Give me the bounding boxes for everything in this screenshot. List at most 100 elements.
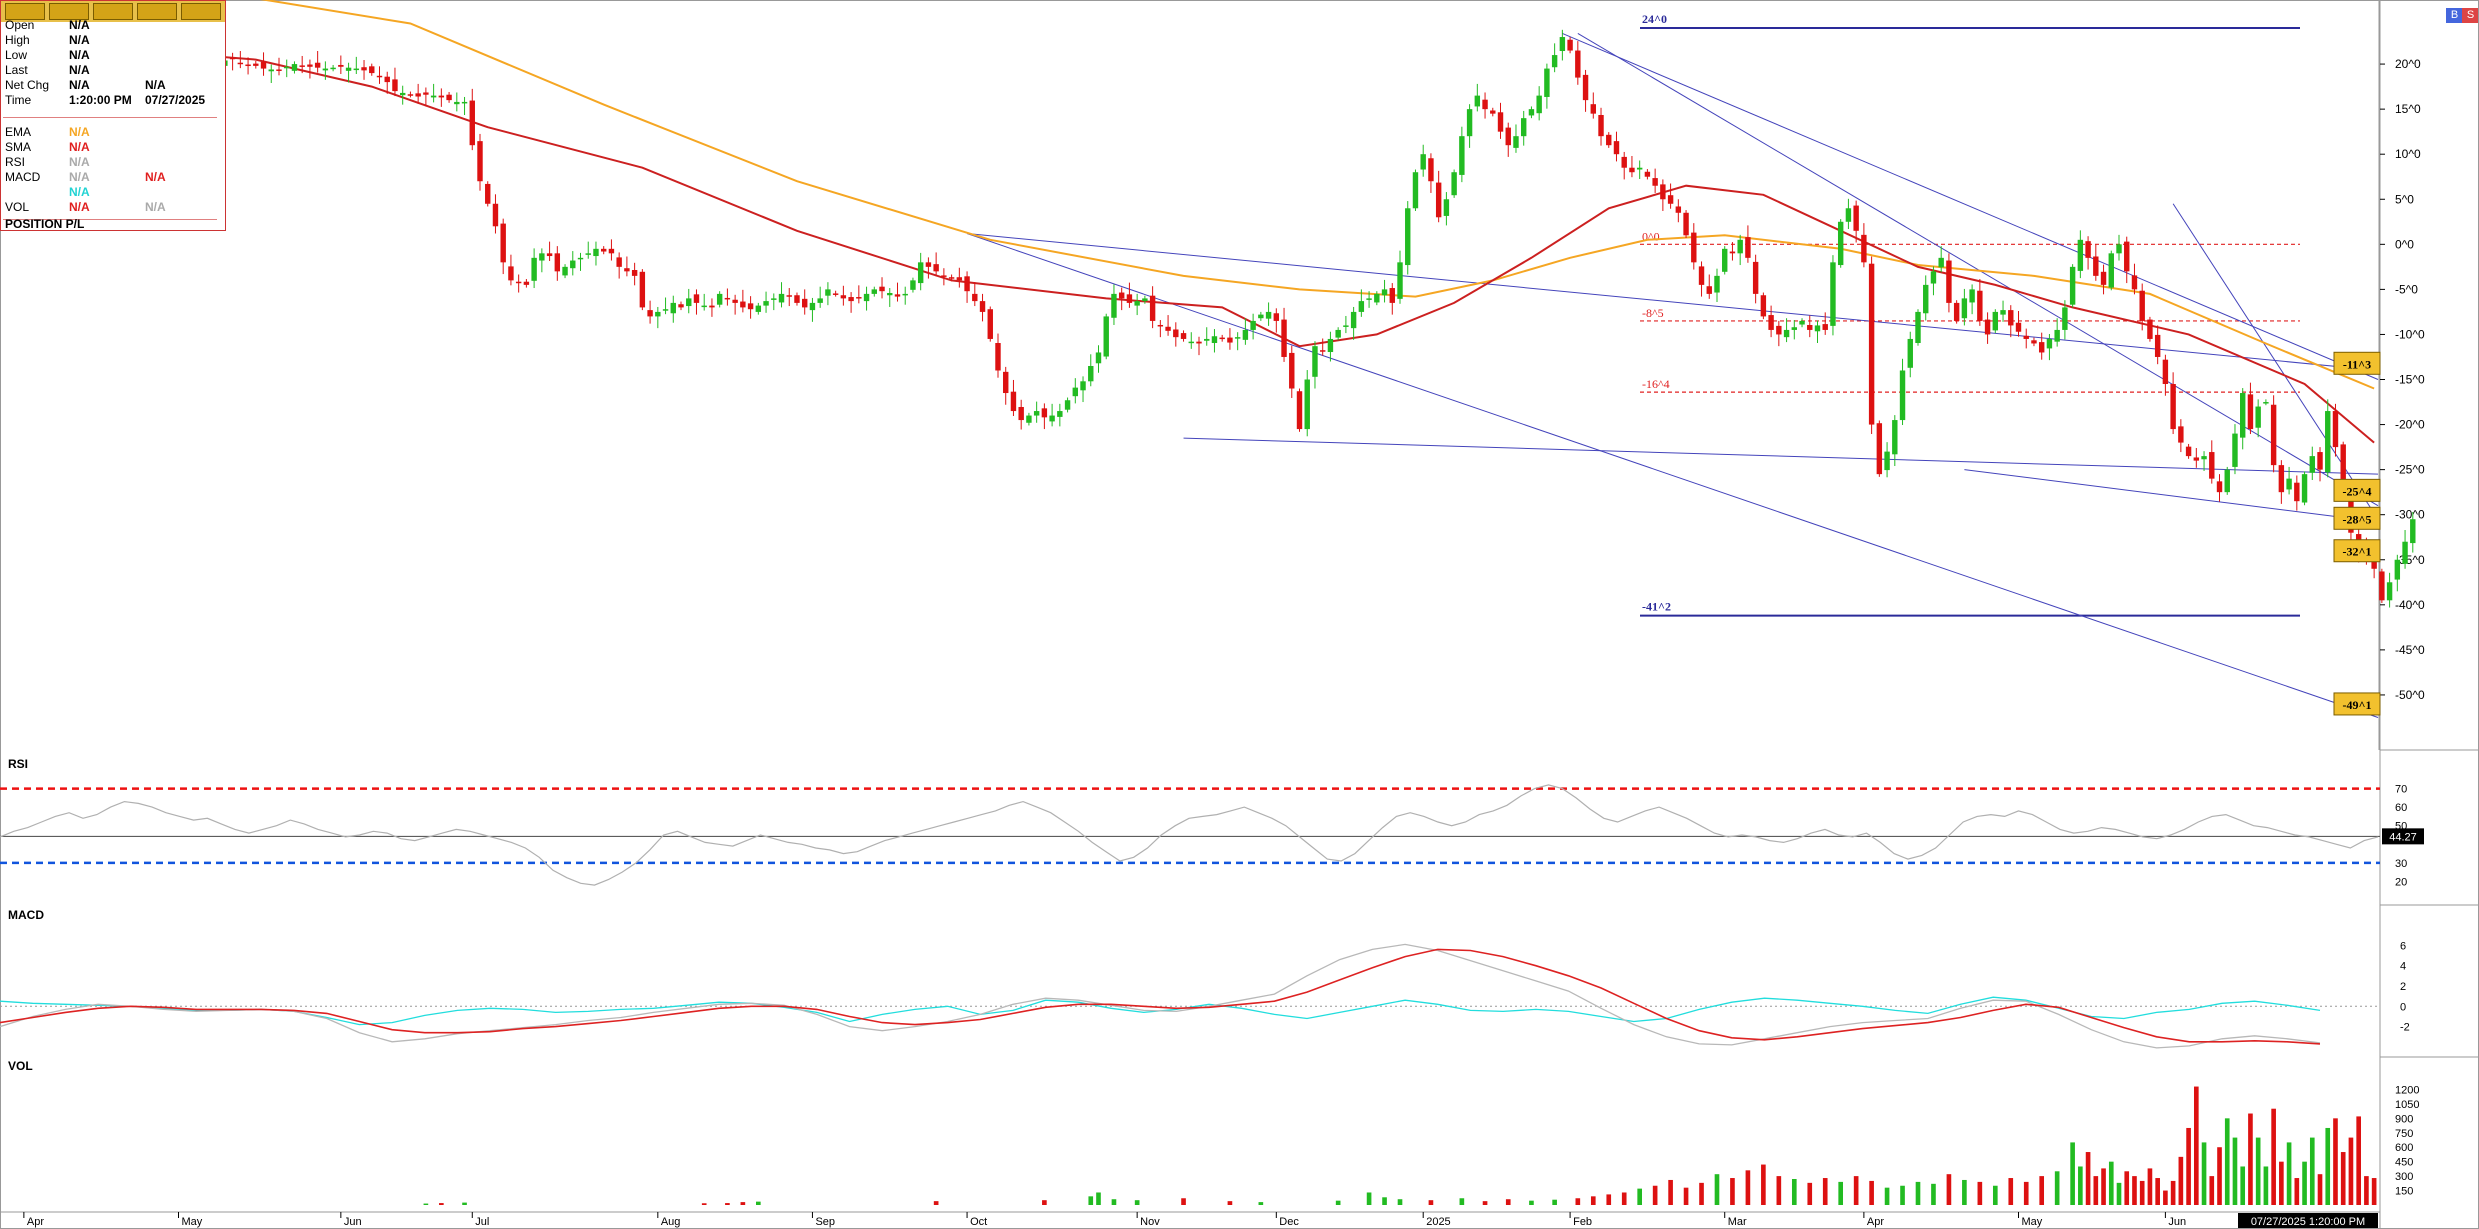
price-tag xyxy=(2333,506,2381,530)
volume-bar xyxy=(2139,1180,2145,1205)
candle-body xyxy=(1505,127,1511,146)
candle-body xyxy=(454,101,460,105)
volume-bar xyxy=(1869,1180,1874,1205)
candle-body xyxy=(593,248,599,257)
volume-bar xyxy=(1884,1187,1890,1205)
candle-body xyxy=(894,294,901,297)
volume-bar xyxy=(1807,1182,1813,1205)
candle-body xyxy=(1142,298,1148,302)
price-tick-label: 5^0 xyxy=(2395,192,2414,206)
info-row-label: EMA xyxy=(5,125,32,139)
info-row-value: N/A xyxy=(69,48,90,62)
candle-body xyxy=(817,298,823,303)
info-row-value2: N/A xyxy=(145,170,166,184)
volume-bar xyxy=(2232,1137,2238,1205)
candle-body xyxy=(987,309,993,339)
candle-body xyxy=(1188,341,1194,344)
candle-body xyxy=(1474,95,1481,107)
info-row-value: N/A xyxy=(69,78,90,92)
info-row-value: N/A xyxy=(69,170,90,184)
candle-body xyxy=(1049,415,1055,422)
candle-body xyxy=(2008,310,2014,326)
candle-body xyxy=(879,286,885,292)
volume-bar xyxy=(2101,1168,2106,1205)
time-tick-label: Apr xyxy=(1867,1216,1884,1228)
volume-bar xyxy=(1761,1164,1766,1205)
info-row: SMA N/A xyxy=(5,140,145,155)
toolbar-button-5[interactable] xyxy=(181,3,221,20)
candle-body xyxy=(1652,178,1658,186)
info-row-label: Open xyxy=(5,18,35,32)
candle-body xyxy=(2325,411,2331,473)
candle-body xyxy=(1706,286,1712,294)
candle-body xyxy=(392,79,398,92)
volume-bar xyxy=(1397,1199,1403,1205)
candle-body xyxy=(2332,411,2339,448)
sell-button[interactable]: S xyxy=(2462,8,2479,23)
price-tick-label: -30^0 xyxy=(2395,508,2425,522)
toolbar-button-4[interactable] xyxy=(137,3,177,20)
candle-body xyxy=(2379,571,2385,601)
volume-tick-label: 750 xyxy=(2395,1128,2413,1140)
volume-bar xyxy=(2124,1171,2130,1205)
macd-tick-label: 6 xyxy=(2400,940,2406,952)
volume-bar xyxy=(1977,1181,1983,1205)
candle-body xyxy=(2270,404,2277,466)
toolbar-button-2[interactable] xyxy=(49,3,89,20)
volume-bar xyxy=(2008,1178,2014,1205)
volume-bar xyxy=(1590,1196,1596,1205)
volume-bar xyxy=(1699,1182,1704,1205)
candle-body xyxy=(338,64,344,67)
info-row: RSI N/A xyxy=(5,155,145,170)
range-line-label: 24^0 xyxy=(1642,12,1667,26)
volume-bar xyxy=(1992,1185,1998,1205)
candle-body xyxy=(2340,444,2346,497)
candle-body xyxy=(500,223,506,263)
candle-body xyxy=(1768,315,1774,330)
buy-button[interactable]: B xyxy=(2446,8,2463,23)
price-tick-label: -10^0 xyxy=(2395,327,2425,341)
candle-body xyxy=(2162,359,2169,385)
info-row-value: N/A xyxy=(69,63,90,77)
volume-bar xyxy=(2070,1142,2075,1205)
info-row: Low N/A xyxy=(5,48,145,63)
volume-bar xyxy=(1637,1188,1642,1205)
candle-body xyxy=(2255,406,2261,428)
candle-body xyxy=(1822,324,1828,330)
volume-bar xyxy=(2023,1181,2029,1205)
candle-body xyxy=(1327,338,1334,353)
candle-body xyxy=(1343,325,1349,327)
volume-bar xyxy=(1946,1174,1952,1205)
candle-body xyxy=(1714,275,1720,293)
volume-bar xyxy=(1606,1194,1612,1205)
candle-body xyxy=(1497,112,1504,132)
volume-bar xyxy=(1335,1200,1341,1205)
candle-body xyxy=(229,57,236,60)
volume-tick-label: 1050 xyxy=(2395,1099,2419,1111)
price-tick-label: -15^0 xyxy=(2395,373,2425,387)
macd-line xyxy=(0,943,2321,1049)
candle-body xyxy=(585,253,591,255)
macd-tick-label: 0 xyxy=(2400,1001,2406,1013)
candle-body xyxy=(1273,313,1280,321)
info-row: Net Chg N/A N/A xyxy=(5,78,166,93)
volume-bar xyxy=(2356,1116,2361,1205)
candle-body xyxy=(1807,324,1813,330)
toolbar-button-1[interactable] xyxy=(5,3,45,20)
candle-body xyxy=(314,62,321,68)
candle-body xyxy=(1946,260,1952,303)
candle-body xyxy=(1606,134,1612,146)
time-tick-label: Jun xyxy=(2168,1216,2186,1228)
toolbar-button-3[interactable] xyxy=(93,3,133,20)
candle-body xyxy=(2069,266,2076,305)
candle-body xyxy=(825,289,831,296)
price-tag xyxy=(2333,478,2381,502)
volume-tick-label: 450 xyxy=(2395,1157,2413,1169)
candle-body xyxy=(1977,290,1983,321)
volume-bar xyxy=(2364,1176,2369,1205)
candle-body xyxy=(2309,456,2315,473)
candle-body xyxy=(1490,110,1496,114)
info-row-value: N/A xyxy=(69,33,90,47)
candle-body xyxy=(554,253,561,272)
